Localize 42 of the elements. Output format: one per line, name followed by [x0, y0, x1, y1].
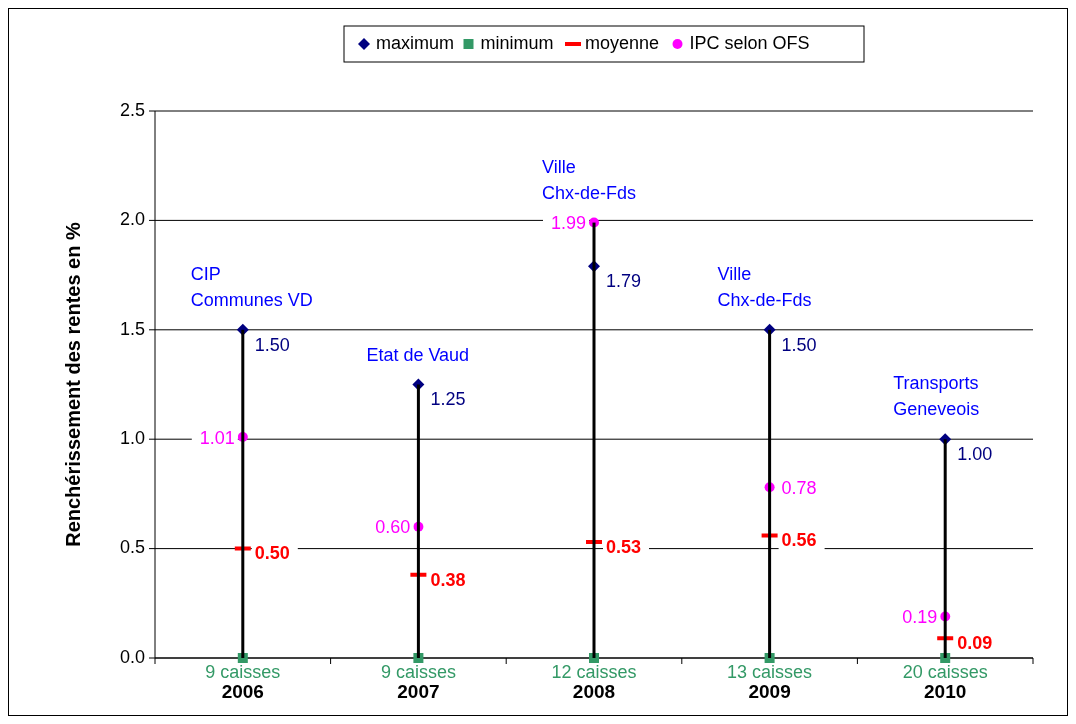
y-tick-label: 2.5: [119, 99, 145, 120]
data-label: 1.50: [254, 334, 290, 355]
data-label: 0.78: [781, 478, 817, 499]
bar: [241, 329, 245, 658]
data-label: 1.25: [430, 389, 466, 410]
y-tick-label: 2.0: [119, 209, 145, 230]
y-tick-label: 0.5: [119, 537, 145, 558]
y-tick-label: 1.0: [119, 427, 145, 448]
y-tick-label: 1.5: [119, 318, 145, 339]
data-label: 1.99: [550, 213, 586, 234]
x-tick-label: 2010: [924, 681, 967, 702]
text: 9 caisses: [205, 662, 281, 682]
text: 12 caisses: [551, 662, 637, 682]
legend-label: minimum: [480, 32, 554, 53]
data-label: 0.09: [957, 633, 993, 654]
data-label: 1.00: [957, 443, 993, 464]
data-label: 0.60: [375, 517, 411, 538]
legend-label: IPC selon OFS: [689, 32, 810, 53]
annotation: CIP Communes VD: [190, 263, 313, 310]
text: 9 caisses: [380, 662, 456, 682]
annotation: Ville Chx-de-Fds: [717, 263, 812, 310]
y-axis-title: Renchérissement des rentes en %: [62, 222, 84, 547]
x-tick-label: 2008: [572, 681, 616, 702]
x-tick-label: 2009: [748, 681, 791, 702]
data-label: 0.38: [430, 569, 466, 590]
annotation: Ville Chx-de-Fds: [542, 156, 637, 203]
x-tick-label: 2007: [397, 681, 440, 702]
data-label: 0.53: [606, 536, 642, 557]
text: 20 caisses: [902, 662, 988, 682]
annotation: Transports Geneveois: [893, 373, 980, 420]
text: 13 caisses: [727, 662, 813, 682]
annotation: Etat de Vaud: [366, 344, 470, 365]
data-label: 1.01: [199, 427, 235, 448]
legend-label: maximum: [376, 32, 455, 53]
data-label: 1.50: [781, 334, 817, 355]
data-label: 0.50: [254, 543, 290, 564]
x-tick-label: 2006: [221, 681, 264, 702]
data-label: 1.79: [606, 271, 642, 292]
data-label: 0.19: [902, 607, 938, 628]
y-tick-label: 0.0: [119, 646, 145, 667]
data-label: 0.56: [781, 530, 817, 551]
legend-label: moyenne: [585, 32, 660, 53]
